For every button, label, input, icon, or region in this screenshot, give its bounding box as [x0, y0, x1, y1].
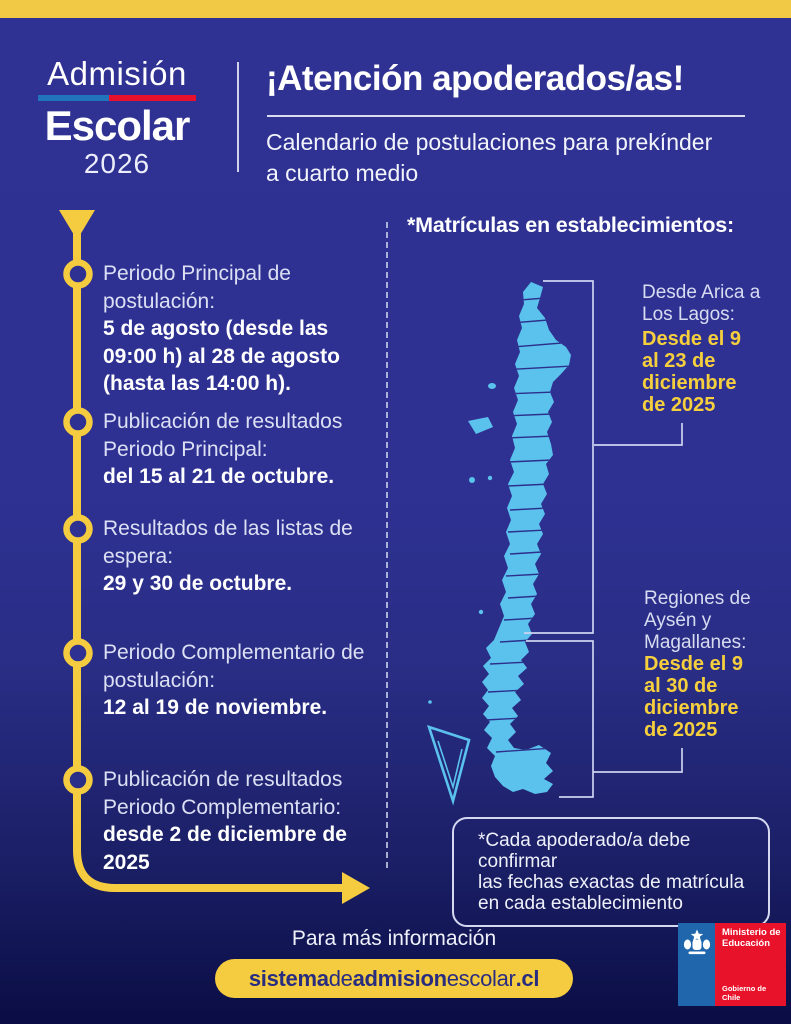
government-label: Gobierno de Chile: [722, 984, 767, 1002]
ministry-logo-blue-panel: [678, 923, 715, 1006]
url-segment: sistema: [248, 965, 329, 991]
ministry-name: Ministerio de Educación: [722, 927, 781, 949]
timeline-start-icon: [59, 210, 95, 240]
ministry-logo: Ministerio de Educación Gobierno de Chil…: [678, 923, 786, 1006]
timeline-node: [63, 259, 93, 289]
timeline-item-label: Publicación de resultados Periodo Princi…: [103, 410, 343, 461]
zone-north-label: Desde Arica a Los Lagos:: [642, 282, 761, 325]
map-region-lines: [485, 297, 571, 753]
timeline-item-dates: 5 de agosto (desde las 09:00 h) al 28 de…: [103, 317, 340, 395]
timeline-node: [63, 407, 93, 437]
confirmation-note-text: *Cada apoderado/a debe confirmar las fec…: [478, 830, 745, 914]
timeline-item-label: Resultados de las listas de espera:: [103, 517, 353, 568]
timeline-item-dates: 29 y 30 de octubre.: [103, 572, 293, 595]
timeline-node: [63, 638, 93, 668]
header-vertical-divider: [237, 62, 239, 172]
footer-info-label: Para más información: [291, 927, 497, 950]
timeline-item: Publicación de resultados Periodo Princi…: [103, 408, 423, 491]
timeline-item-dates: 12 al 19 de noviembre.: [103, 696, 328, 719]
zone-south-dates: Desde el 9 al 30 de diciembre de 2025: [644, 653, 743, 741]
timeline-item: Periodo Complementario de postulación: 1…: [103, 639, 423, 722]
header-rule: [267, 115, 745, 117]
chile-map-icon: [426, 282, 571, 806]
timeline-item-label: Periodo Complementario de postulación:: [103, 641, 365, 692]
url-segment: admision: [352, 965, 447, 991]
brand-line2: Escolar: [44, 102, 191, 149]
timeline-item-label: Publicación de resultados Periodo Comple…: [103, 768, 343, 819]
column-dashed-divider: [386, 222, 388, 868]
timeline-item-dates: desde 2 de diciembre de 2025: [103, 823, 347, 874]
flag-blue-segment: [38, 95, 110, 101]
brand-line1: Admisión: [47, 55, 187, 92]
zone-south-label: Regiones de Aysén y Magallanes:: [644, 588, 751, 653]
timeline-arrow-icon: [342, 872, 370, 904]
admission-website-link[interactable]: sistema de admision escolar .cl: [215, 959, 573, 998]
page-subtitle: Calendario de postulaciones para prekínd…: [266, 129, 713, 186]
chile-flag-bar: [38, 95, 196, 101]
antarctica-outline-icon: [426, 724, 471, 806]
flag-red-segment: [109, 95, 196, 101]
page-title: ¡Atención apoderados/as!: [266, 59, 684, 98]
timeline-item: Resultados de las listas de espera: 29 y…: [103, 515, 423, 598]
top-yellow-strip: [0, 0, 791, 18]
chile-coat-of-arms-icon: [683, 929, 710, 955]
matriculas-heading: *Matrículas en establecimientos:: [407, 213, 734, 237]
timeline-item-dates: del 15 al 21 de octubre.: [103, 465, 335, 488]
ministry-logo-red-panel: Ministerio de Educación Gobierno de Chil…: [715, 923, 786, 1006]
brand-year: 2026: [83, 148, 151, 179]
timeline-item-label: Periodo Principal de postulación:: [103, 262, 291, 313]
timeline-item: Publicación de resultados Periodo Comple…: [103, 766, 423, 876]
url-segment: .cl: [515, 965, 540, 991]
map-islands: [428, 383, 496, 704]
url-segment: escolar: [446, 965, 516, 991]
timeline-node: [63, 765, 93, 795]
timeline-node: [63, 514, 93, 544]
brand-logo: Admisión Escolar 2026: [36, 56, 198, 179]
timeline-item: Periodo Principal de postulación: 5 de a…: [103, 260, 423, 398]
confirmation-note-box: *Cada apoderado/a debe confirmar las fec…: [452, 817, 770, 927]
zone-north-dates: Desde el 9 al 23 de diciembre de 2025: [642, 328, 741, 416]
url-segment: de: [328, 965, 353, 991]
